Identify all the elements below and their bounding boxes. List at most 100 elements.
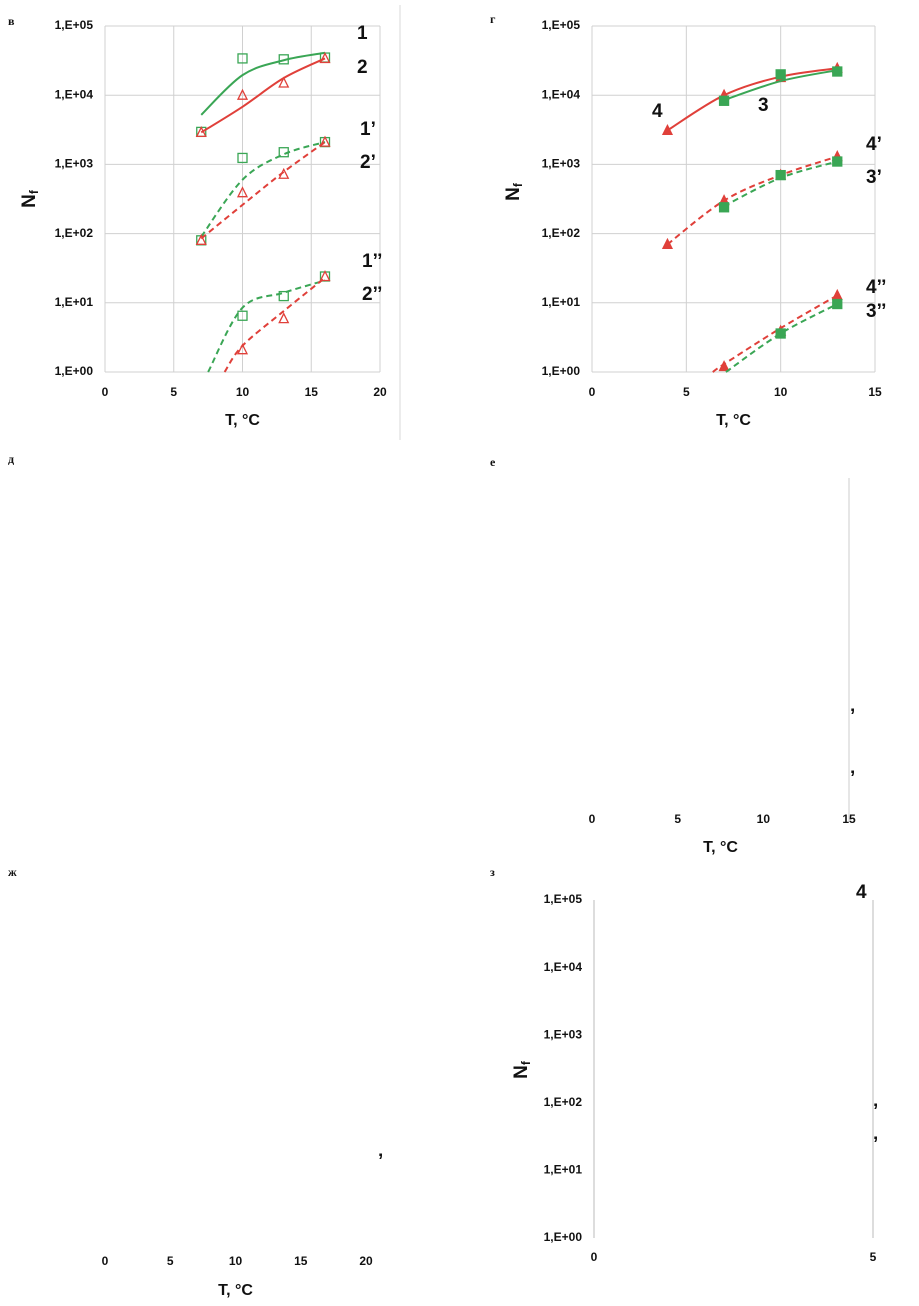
- annotation: ’: [378, 1151, 383, 1172]
- y-label-main: N: [503, 187, 524, 201]
- marker: [236, 88, 249, 100]
- x-tick-label: 20: [373, 385, 387, 399]
- marker: [278, 76, 290, 88]
- x-tick-label: 5: [683, 385, 690, 399]
- x-tick-label: 5: [170, 385, 177, 399]
- marker: [661, 237, 674, 249]
- y-axis-label: Nf: [19, 189, 41, 208]
- marker: [236, 186, 249, 198]
- x-tick-label: 15: [868, 385, 882, 399]
- trend-line: [200, 57, 326, 134]
- x-axis-label: T, °C: [225, 412, 260, 429]
- panel-label: ж: [8, 865, 17, 879]
- y-axis-label: Nf: [503, 182, 525, 201]
- trend-line: [723, 69, 838, 102]
- series-label: 2’’: [362, 284, 382, 305]
- series-label: 3: [758, 95, 769, 116]
- annotation: ’: [850, 768, 855, 789]
- x-tick-label: 10: [757, 812, 771, 826]
- series-label: 2’: [360, 152, 376, 173]
- marker: [278, 54, 289, 65]
- marker: [832, 298, 843, 310]
- x-axis-label: T, °C: [703, 839, 738, 856]
- marker: [775, 328, 786, 339]
- y-tick-label: 1,E+01: [55, 295, 94, 309]
- x-tick-label: 5: [674, 812, 681, 826]
- y-tick-label: 1,E+04: [544, 960, 583, 974]
- x-tick-label: 5: [870, 1250, 877, 1264]
- marker: [278, 147, 289, 158]
- marker: [718, 202, 730, 213]
- x-tick-label: 5: [167, 1254, 174, 1268]
- annotation: ’: [850, 706, 855, 727]
- trend-line: [666, 155, 838, 246]
- y-label-main: N: [19, 194, 40, 208]
- x-tick-label: 0: [589, 812, 596, 826]
- y-tick-label: 1,E+04: [542, 87, 581, 101]
- y-tick-label: 1,E+05: [542, 18, 581, 32]
- y-tick-label: 1,E+02: [544, 1095, 583, 1109]
- y-tick-label: 1,E+03: [542, 157, 581, 171]
- y-tick-label: 1,E+04: [55, 87, 94, 101]
- marker: [319, 135, 331, 147]
- marker: [195, 233, 207, 245]
- trend-line: [223, 276, 326, 373]
- panel-label: д: [8, 452, 14, 466]
- marker: [832, 156, 843, 167]
- trend-line: [666, 67, 838, 132]
- y-tick-label: 1,E+01: [542, 295, 581, 309]
- annotation: ’: [873, 1134, 878, 1155]
- series-label: 3’’: [866, 301, 886, 322]
- series-label: 1’’: [362, 251, 382, 272]
- trend-line: [712, 294, 838, 373]
- series-label: 4’: [866, 134, 882, 155]
- trend-line: [725, 303, 838, 373]
- y-tick-label: 1,E+03: [55, 157, 94, 171]
- y-axis-label: Nf: [511, 1060, 533, 1079]
- annotation: ’: [873, 1101, 878, 1122]
- y-tick-label: 1,E+05: [544, 892, 583, 906]
- marker: [278, 290, 289, 302]
- y-tick-label: 1,E+00: [542, 364, 581, 378]
- x-tick-label: 0: [102, 385, 109, 399]
- marker: [661, 123, 674, 136]
- annotation: 4: [856, 882, 867, 903]
- marker: [319, 270, 331, 282]
- y-label-sub: f: [511, 182, 525, 187]
- x-tick-label: 10: [236, 385, 250, 399]
- marker: [775, 169, 786, 181]
- panel-label: в: [8, 14, 15, 28]
- trend-line: [200, 141, 326, 238]
- y-tick-label: 1,E+02: [542, 226, 581, 240]
- trend-line: [200, 51, 326, 116]
- marker: [278, 167, 290, 179]
- x-tick-label: 0: [102, 1254, 109, 1268]
- y-tick-label: 1,E+00: [544, 1230, 583, 1244]
- y-label-sub: f: [27, 189, 41, 194]
- x-tick-label: 15: [305, 385, 319, 399]
- panel-label: г: [490, 12, 496, 26]
- marker: [319, 51, 331, 64]
- y-label-main: N: [511, 1065, 532, 1079]
- y-label-sub: f: [519, 1060, 533, 1065]
- x-tick-label: 10: [774, 385, 788, 399]
- panel-label: е: [490, 455, 496, 469]
- series-label: 1: [357, 23, 368, 44]
- marker: [718, 95, 730, 106]
- marker: [195, 125, 207, 138]
- y-tick-label: 1,E+02: [55, 226, 94, 240]
- marker: [237, 53, 248, 64]
- series-label: 1’: [360, 119, 376, 140]
- x-tick-label: 10: [229, 1254, 243, 1268]
- series-label: 2: [357, 57, 368, 78]
- marker: [278, 312, 290, 324]
- panel-label: з: [490, 865, 495, 879]
- series-label: 4: [652, 101, 663, 122]
- trend-line: [207, 279, 326, 373]
- x-tick-label: 20: [359, 1254, 373, 1268]
- marker: [775, 69, 786, 80]
- marker: [831, 288, 843, 301]
- y-tick-label: 1,E+05: [55, 18, 94, 32]
- marker: [718, 360, 730, 372]
- x-axis-label: T, °C: [218, 1282, 253, 1299]
